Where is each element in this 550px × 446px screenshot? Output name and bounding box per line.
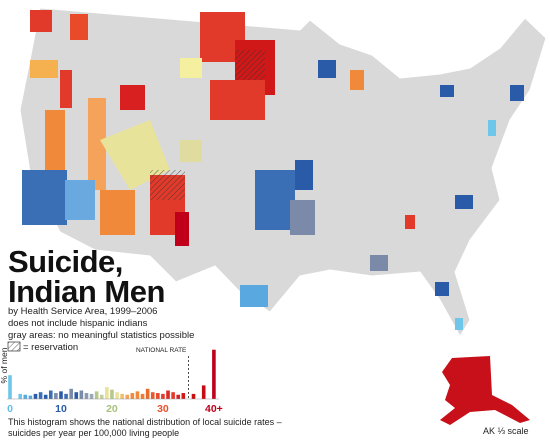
x-tick-label: 0 [7,403,13,415]
x-tick-label: 20 [106,403,118,415]
histogram-bar [79,390,84,399]
histogram-bar [150,392,155,399]
histogram-bar [135,391,140,399]
histogram-bar [145,388,150,399]
histogram-bar [8,375,12,399]
histogram-bar [33,393,38,399]
histogram-bar [105,387,109,399]
y-axis-label: % of men [0,347,9,383]
x-tick-label: 40+ [205,403,223,415]
histogram-bar [64,393,68,399]
histogram-bar [191,393,196,399]
histogram-caption: suicides per year per 100,000 living peo… [8,428,179,438]
histogram-bar [28,395,33,399]
alaska-note: AK ⅓ scale [483,426,529,436]
histogram-bar [166,390,170,399]
reservation-legend: = reservation [23,342,78,353]
histogram-bar [181,393,186,399]
subtitle-line: by Health Service Area, 1999–2006 [8,306,157,317]
histogram-bar [89,393,94,399]
x-tick-label: 30 [157,403,169,415]
histogram-bar [94,391,99,399]
map-regions [22,10,524,330]
histogram: 0 10 20 30 40+ NATIONAL RATE % of men This hist… [0,347,282,438]
histogram-bar [140,393,145,399]
histogram-bar [212,349,216,399]
national-rate-label: NATIONAL RATE [136,347,187,354]
histogram-bar [84,393,89,399]
histogram-bar [171,392,175,399]
x-tick-label: 10 [55,403,67,415]
histogram-bar [38,392,43,399]
histogram-bar [130,393,135,399]
histogram-bar [201,385,206,399]
histogram-bar [74,392,79,399]
histogram-bar [59,391,63,399]
histogram-bar [99,394,104,399]
histogram-bar [176,394,181,399]
histogram-bar [125,394,130,399]
histogram-bar [161,393,165,399]
title-line: Suicide, [8,244,123,279]
subtitle-line: gray areas: no meaningful statistics pos… [8,330,194,341]
alaska [440,356,530,425]
histogram-bar [48,390,53,399]
reservation-swatch [7,341,21,352]
histogram-bar [110,389,114,399]
histogram-bar [120,393,124,399]
subtitle-line: does not include hispanic indians [8,318,148,329]
histogram-caption: This histogram shows the national distri… [8,417,282,427]
histogram-bar [43,394,48,399]
histogram-bar [18,393,22,399]
histogram-bar [115,392,119,399]
histogram-bar [69,388,73,399]
histogram-bar [156,393,160,399]
title-line: Indian Men [8,274,165,309]
histogram-bar [54,393,58,399]
histogram-bar [23,394,28,399]
